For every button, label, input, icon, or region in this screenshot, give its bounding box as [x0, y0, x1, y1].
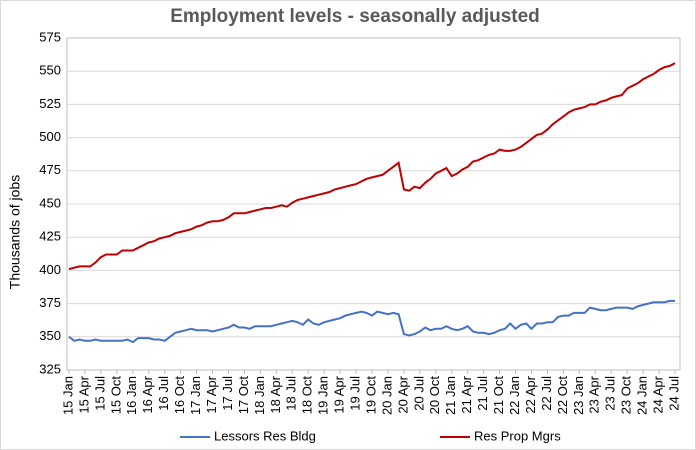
- y-tick-label: 425: [39, 229, 61, 244]
- x-tick-label: 24 Jul: [666, 376, 681, 411]
- y-tick-label: 475: [39, 162, 61, 177]
- x-tick-label: 20 Jul: [411, 376, 426, 411]
- x-tick-label: 15 Jan: [60, 376, 75, 415]
- x-tick-label: 21 Apr: [459, 375, 474, 413]
- x-tick-label: 23 Jan: [571, 376, 586, 415]
- x-tick-label: 23 Jul: [603, 376, 618, 411]
- x-tick-label: 21 Jul: [475, 376, 490, 411]
- x-tick-label: 16 Oct: [172, 376, 187, 415]
- x-tick-label: 19 Jan: [316, 376, 331, 415]
- y-tick-label: 350: [39, 328, 61, 343]
- y-axis-title: Thousands of jobs: [7, 175, 23, 289]
- y-tick-label: 525: [39, 96, 61, 111]
- x-tick-label: 21 Jan: [443, 376, 458, 415]
- y-tick-label: 575: [39, 29, 61, 44]
- x-tick-label: 19 Oct: [363, 376, 378, 415]
- x-tick-label: 23 Oct: [619, 376, 634, 415]
- x-tick-label: 20 Apr: [395, 375, 410, 413]
- x-tick-label: 16 Jan: [124, 376, 139, 415]
- series-line: [68, 299, 675, 344]
- y-tick-label: 550: [39, 63, 61, 78]
- x-tick-label: 17 Jul: [220, 376, 235, 411]
- y-tick-label: 325: [39, 361, 61, 376]
- x-tick-label: 22 Apr: [523, 375, 538, 413]
- x-tick-label: 18 Apr: [268, 375, 283, 413]
- x-tick-label: 20 Oct: [427, 376, 442, 415]
- x-tick-label: 18 Oct: [300, 376, 315, 415]
- legend-label: Lessors Res Bldg: [214, 428, 316, 443]
- plot-border: [66, 37, 681, 371]
- x-tick-label: 15 Oct: [108, 376, 123, 415]
- legend-label: Res Prop Mgrs: [474, 428, 561, 443]
- x-tick-label: 21 Oct: [491, 376, 506, 415]
- x-tick-label: 16 Jul: [156, 376, 171, 411]
- series-line: [68, 62, 676, 271]
- y-tick-label: 450: [39, 195, 61, 210]
- x-tick-label: 18 Jan: [252, 376, 267, 415]
- y-tick-label: 375: [39, 295, 61, 310]
- x-tick-label: 20 Jan: [379, 376, 394, 415]
- x-tick-label: 15 Jul: [92, 376, 107, 411]
- x-tick-label: 24 Apr: [650, 375, 665, 413]
- x-tick-label: 24 Jan: [635, 376, 650, 415]
- x-tick-label: 19 Apr: [332, 375, 347, 413]
- x-tick-label: 17 Jan: [188, 376, 203, 415]
- x-tick-label: 22 Jul: [539, 376, 554, 411]
- x-tick-label: 17 Oct: [236, 376, 251, 415]
- x-tick-label: 22 Jan: [507, 376, 522, 415]
- x-tick-label: 16 Apr: [140, 375, 155, 413]
- y-tick-label: 400: [39, 262, 61, 277]
- x-tick-label: 15 Apr: [76, 375, 91, 413]
- x-tick-label: 23 Apr: [587, 375, 602, 413]
- x-tick-label: 22 Oct: [555, 376, 570, 415]
- x-tick-label: 18 Jul: [284, 376, 299, 411]
- x-tick-label: 19 Jul: [347, 376, 362, 411]
- chart-title: Employment levels - seasonally adjusted: [170, 6, 540, 27]
- x-tick-label: 17 Apr: [204, 375, 219, 413]
- y-tick-label: 500: [39, 129, 61, 144]
